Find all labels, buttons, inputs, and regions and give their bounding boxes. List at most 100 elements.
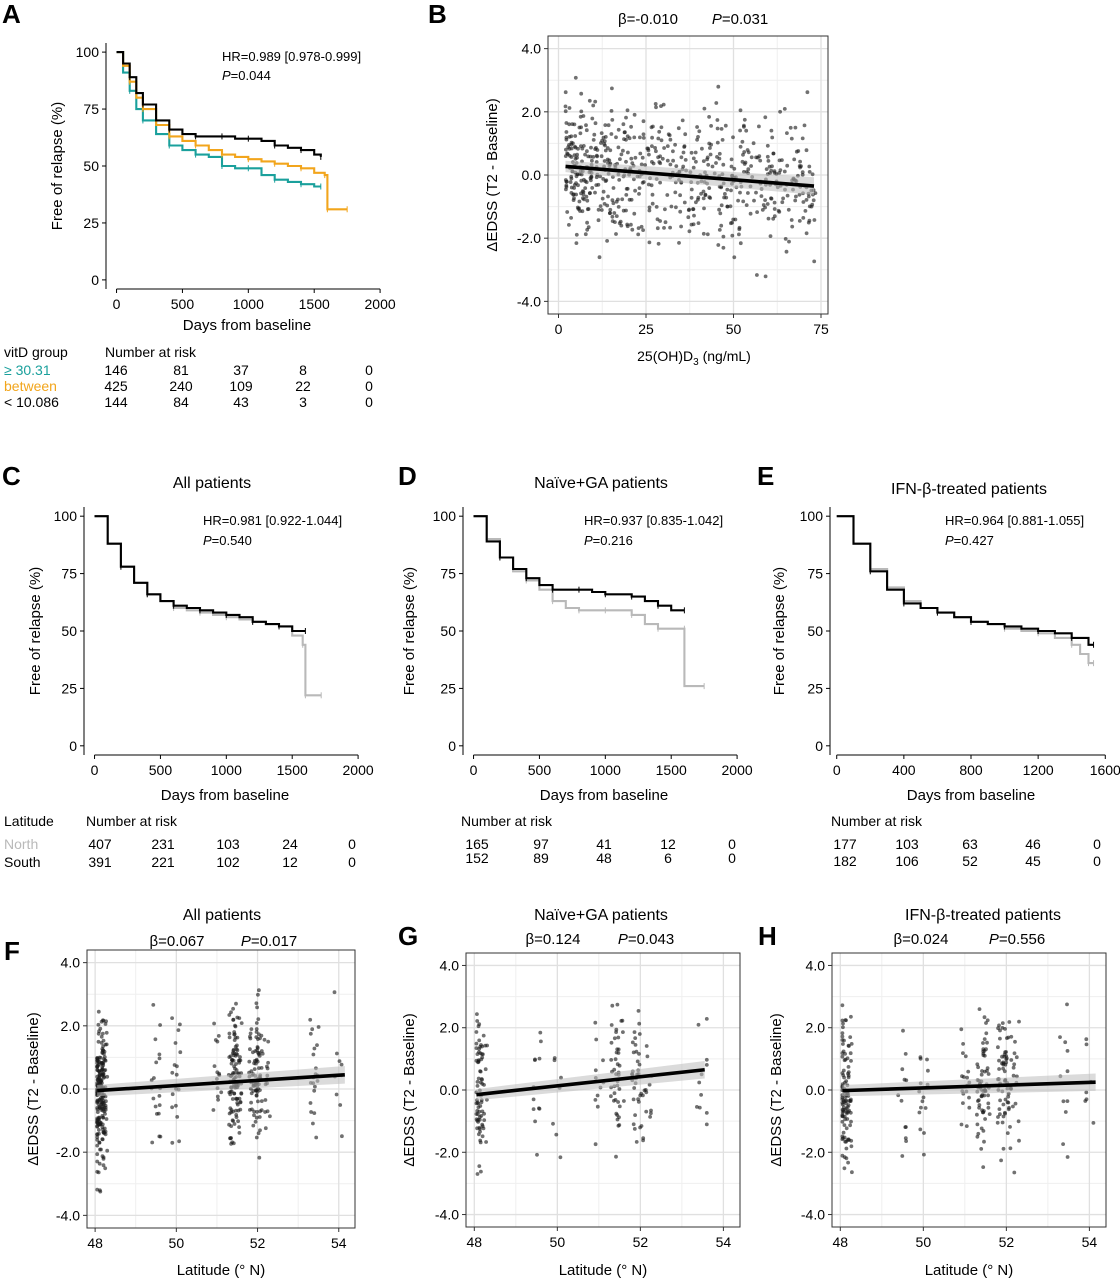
risk-count: 391 bbox=[88, 854, 112, 870]
data-point bbox=[669, 204, 674, 209]
data-point bbox=[797, 192, 802, 197]
km-plot-e: 0 25 50 75 100 0 400 800 1200 1600 Days from basel… bbox=[771, 507, 1120, 804]
data-point bbox=[668, 137, 673, 142]
x-tick-label: 1500 bbox=[277, 762, 308, 778]
y-tick-label: 0.0 bbox=[61, 1081, 81, 1097]
data-point bbox=[609, 1094, 613, 1099]
data-point bbox=[249, 1069, 254, 1073]
data-point bbox=[215, 1094, 220, 1099]
data-point bbox=[813, 191, 818, 196]
data-point bbox=[574, 192, 578, 197]
data-point bbox=[579, 109, 584, 114]
data-point bbox=[673, 190, 678, 195]
y-tick-label: 100 bbox=[800, 508, 824, 524]
data-point bbox=[1000, 1026, 1005, 1030]
data-point bbox=[616, 1051, 621, 1055]
risk-count: 144 bbox=[104, 394, 128, 410]
data-point bbox=[624, 159, 628, 164]
data-point bbox=[641, 119, 646, 124]
data-point bbox=[232, 1051, 237, 1056]
data-point bbox=[340, 1134, 344, 1139]
data-point bbox=[598, 204, 603, 209]
p-value-a: P=0.044 bbox=[222, 68, 271, 83]
data-point bbox=[981, 1047, 986, 1052]
data-point bbox=[641, 136, 646, 140]
risk-count: 0 bbox=[348, 836, 356, 852]
data-point bbox=[645, 146, 650, 151]
data-point bbox=[619, 1019, 624, 1023]
data-point bbox=[707, 195, 712, 200]
data-point bbox=[650, 192, 655, 197]
panel-b: B β=-0.010 P=0.031 -4.0 -2.0 0.0 2.0 4.0 0 25 5… bbox=[428, 0, 829, 368]
data-point bbox=[97, 1161, 102, 1166]
data-point bbox=[842, 1038, 846, 1043]
data-point bbox=[593, 99, 598, 104]
data-point bbox=[248, 1047, 252, 1052]
data-point bbox=[641, 1136, 646, 1140]
data-point bbox=[588, 154, 593, 159]
data-point bbox=[662, 226, 666, 230]
x-tick-label: 52 bbox=[999, 1234, 1015, 1250]
data-point bbox=[611, 186, 616, 190]
data-point bbox=[692, 213, 696, 218]
data-point bbox=[475, 1012, 479, 1016]
data-point bbox=[104, 1042, 109, 1047]
data-point bbox=[239, 1021, 244, 1025]
data-point bbox=[765, 143, 770, 148]
risk-count: 240 bbox=[169, 378, 193, 394]
data-point bbox=[639, 162, 644, 167]
data-point bbox=[339, 1062, 344, 1067]
data-point bbox=[1013, 1039, 1017, 1044]
data-point bbox=[314, 1135, 319, 1140]
data-point bbox=[801, 200, 806, 204]
data-point bbox=[807, 164, 812, 169]
data-point bbox=[95, 1159, 100, 1164]
data-point bbox=[564, 187, 568, 192]
data-point bbox=[979, 1126, 984, 1131]
data-point bbox=[781, 196, 785, 201]
data-point bbox=[248, 1031, 253, 1036]
data-point bbox=[717, 228, 722, 232]
risk-count: 41 bbox=[596, 836, 612, 852]
data-point bbox=[100, 1031, 105, 1036]
risk-table-d: Number at risk 165 97 41 12 0 152 89 48 … bbox=[461, 813, 736, 866]
data-point bbox=[254, 1027, 259, 1031]
data-point bbox=[976, 1098, 981, 1103]
risk-count: 48 bbox=[596, 850, 612, 866]
data-point bbox=[731, 135, 735, 140]
data-point bbox=[703, 192, 708, 197]
x-axis-label: Latitude (° N) bbox=[177, 1262, 266, 1279]
data-point bbox=[617, 1104, 622, 1109]
risk-count: 3 bbox=[299, 394, 307, 410]
data-point bbox=[474, 1046, 479, 1050]
data-point bbox=[640, 155, 645, 160]
x-axis-label: Days from baseline bbox=[183, 317, 311, 334]
data-point bbox=[804, 148, 809, 153]
data-point bbox=[572, 153, 577, 158]
data-point bbox=[979, 1072, 984, 1077]
data-point bbox=[594, 153, 599, 158]
data-point bbox=[475, 1080, 480, 1084]
panel-title-f: All patients bbox=[183, 907, 261, 924]
data-point bbox=[841, 1025, 845, 1030]
data-point bbox=[1005, 1036, 1009, 1040]
hazard-ratio-a: HR=0.989 [0.978-0.999] bbox=[222, 49, 361, 64]
data-point bbox=[982, 1139, 986, 1144]
data-point bbox=[997, 1058, 1001, 1063]
data-point bbox=[708, 152, 713, 157]
data-point bbox=[655, 226, 660, 231]
data-point bbox=[257, 988, 261, 993]
data-point bbox=[599, 154, 604, 159]
data-point bbox=[478, 1140, 483, 1145]
data-point bbox=[737, 227, 742, 232]
data-point bbox=[474, 1058, 479, 1063]
data-point bbox=[312, 1046, 317, 1051]
data-point bbox=[977, 1105, 981, 1110]
data-point bbox=[678, 193, 682, 198]
data-point bbox=[959, 1122, 964, 1127]
data-point bbox=[804, 231, 809, 236]
data-point bbox=[638, 1125, 642, 1130]
data-point bbox=[602, 202, 607, 206]
data-point bbox=[842, 1166, 847, 1171]
data-point bbox=[1084, 1037, 1089, 1042]
